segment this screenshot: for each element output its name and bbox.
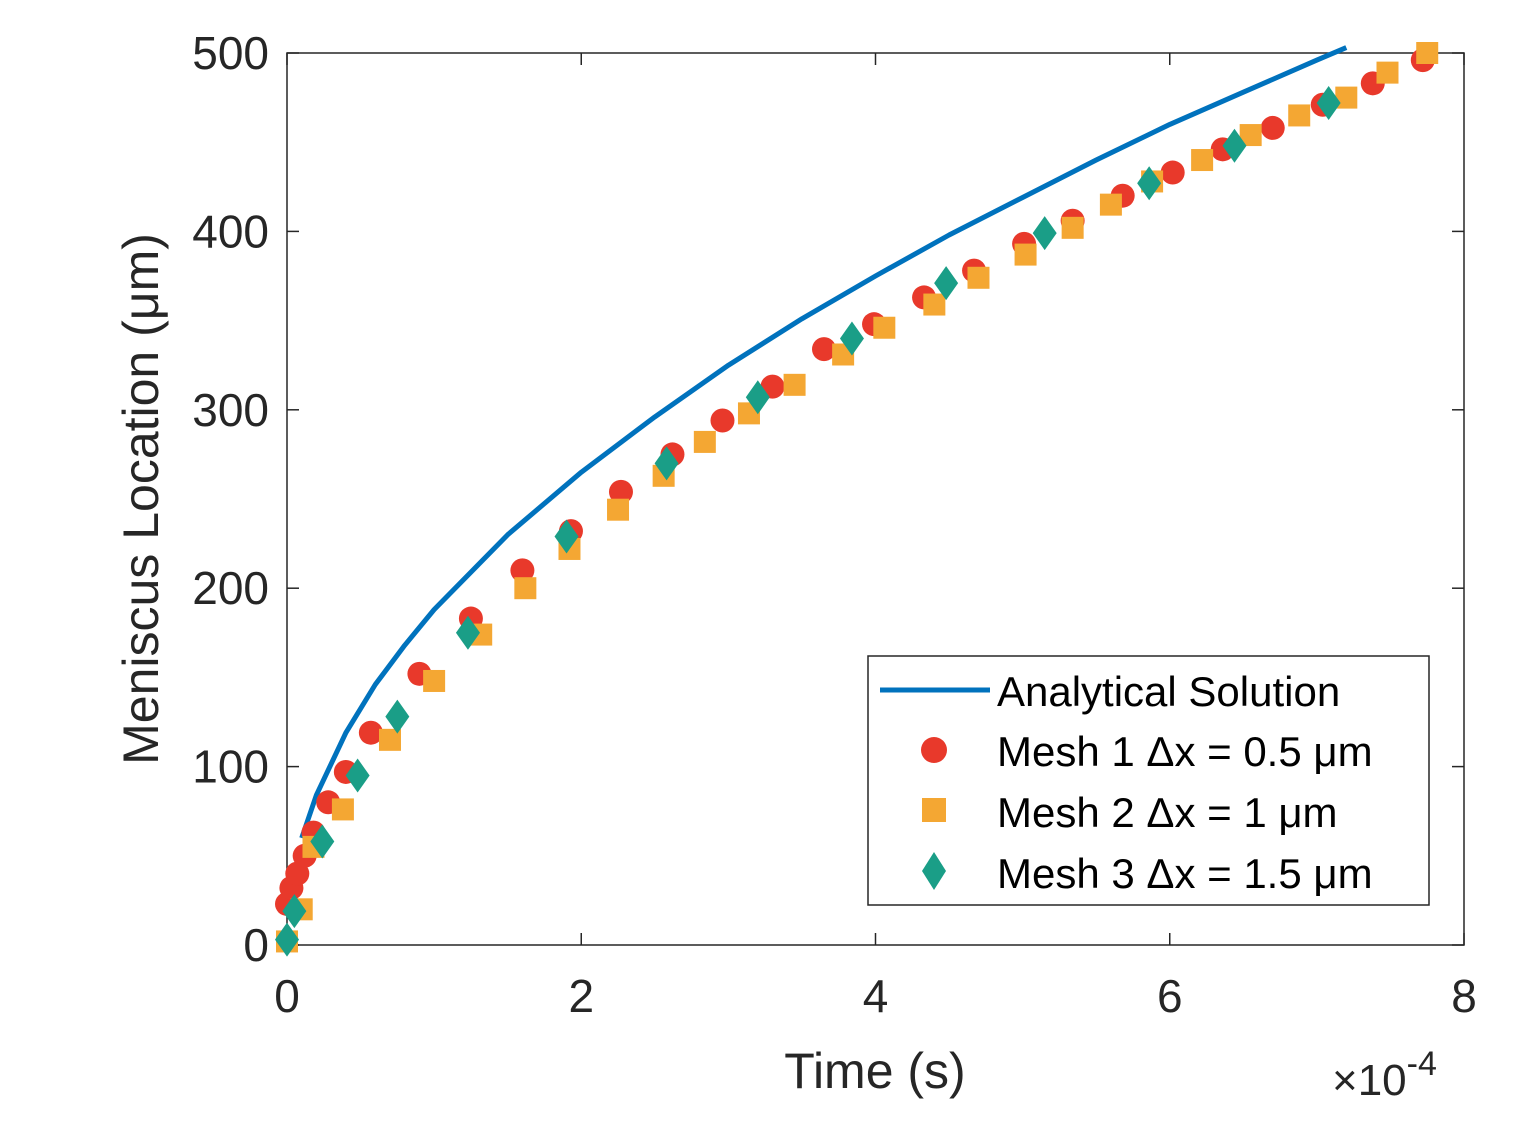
- legend-marker-mesh2: [922, 798, 946, 822]
- mesh1-point: [1160, 160, 1185, 185]
- mesh2-point: [1191, 149, 1214, 172]
- mesh2-point: [607, 498, 630, 521]
- x-axis-label: Time (s): [784, 1043, 965, 1099]
- mesh3-point: [310, 824, 335, 859]
- y-tick-label: 400: [192, 205, 269, 257]
- mesh2-point: [693, 430, 716, 453]
- analytical-solution-line: [299, 45, 1348, 839]
- mesh3-point: [1137, 166, 1162, 201]
- legend-label-mesh2: Mesh 2 Δx = 1 μm: [997, 789, 1338, 836]
- mesh2-point: [1288, 104, 1311, 127]
- mesh2-point: [331, 798, 354, 821]
- x-axis-exponent-power: -4: [1407, 1045, 1437, 1083]
- mesh2-point: [378, 728, 401, 751]
- mesh3-point: [282, 894, 307, 929]
- mesh2-point: [1239, 124, 1262, 147]
- y-tick-label: 0: [243, 919, 269, 971]
- mesh2-point: [873, 316, 896, 339]
- mesh1-point: [358, 720, 383, 745]
- mesh1-point: [760, 374, 785, 399]
- x-tick-label: 0: [274, 970, 300, 1022]
- mesh3-point: [554, 519, 579, 554]
- x-tick-label: 2: [568, 970, 594, 1022]
- mesh1-point: [608, 479, 633, 504]
- y-axis-label: Meniscus Location (μm): [113, 233, 169, 765]
- mesh3-point: [934, 266, 959, 301]
- legend-marker-mesh3: [922, 852, 946, 890]
- mesh3-point: [1032, 216, 1057, 251]
- mesh2-point: [1376, 61, 1399, 84]
- legend: Analytical Solution Mesh 1 Δx = 0.5 μm M…: [867, 655, 1430, 906]
- y-tick-label: 200: [192, 562, 269, 614]
- x-axis-exponent-base: ×10: [1332, 1056, 1407, 1105]
- y-tick-label: 100: [192, 741, 269, 793]
- mesh2-point: [783, 373, 806, 396]
- x-tick-label: 4: [863, 970, 889, 1022]
- mesh1-point: [510, 558, 535, 583]
- mesh3-point: [1222, 128, 1247, 163]
- mesh3-point: [385, 699, 410, 734]
- mesh1-point: [1260, 115, 1285, 140]
- mesh2-point: [423, 669, 446, 692]
- mesh2-point: [923, 293, 946, 316]
- legend-label-mesh1: Mesh 1 Δx = 0.5 μm: [997, 728, 1373, 775]
- mesh3-point: [1316, 85, 1341, 120]
- series-layer: [275, 42, 1439, 957]
- x-axis-exponent: ×10-4: [1332, 1045, 1437, 1105]
- mesh2-point: [1099, 193, 1122, 216]
- legend-marker-mesh1: [921, 737, 947, 763]
- y-tick-label: 300: [192, 384, 269, 436]
- legend-box: [867, 655, 1430, 906]
- mesh3-point: [745, 380, 770, 415]
- mesh3-point: [345, 758, 370, 793]
- legend-label-analytical: Analytical Solution: [997, 668, 1340, 715]
- y-tick-label: 500: [192, 27, 269, 79]
- mesh2-point: [514, 577, 537, 600]
- mesh2-point: [1416, 42, 1439, 64]
- mesh3-point: [455, 615, 480, 650]
- axis-ticks: 0 2 4 6 8 0 100 200 300 400 500: [192, 27, 1477, 1022]
- mesh2-point: [1061, 216, 1084, 239]
- mesh2-point: [967, 266, 990, 289]
- x-tick-label: 6: [1157, 970, 1183, 1022]
- mesh2-point: [1335, 86, 1358, 109]
- mesh2-point: [1014, 243, 1037, 266]
- x-tick-label: 8: [1451, 970, 1477, 1022]
- mesh3-point: [654, 446, 679, 481]
- mesh3-point: [839, 321, 864, 356]
- mesh1-point: [710, 408, 735, 433]
- legend-label-mesh3: Mesh 3 Δx = 1.5 μm: [997, 850, 1373, 897]
- mesh3-point: [275, 922, 299, 957]
- mesh1-point: [812, 337, 837, 362]
